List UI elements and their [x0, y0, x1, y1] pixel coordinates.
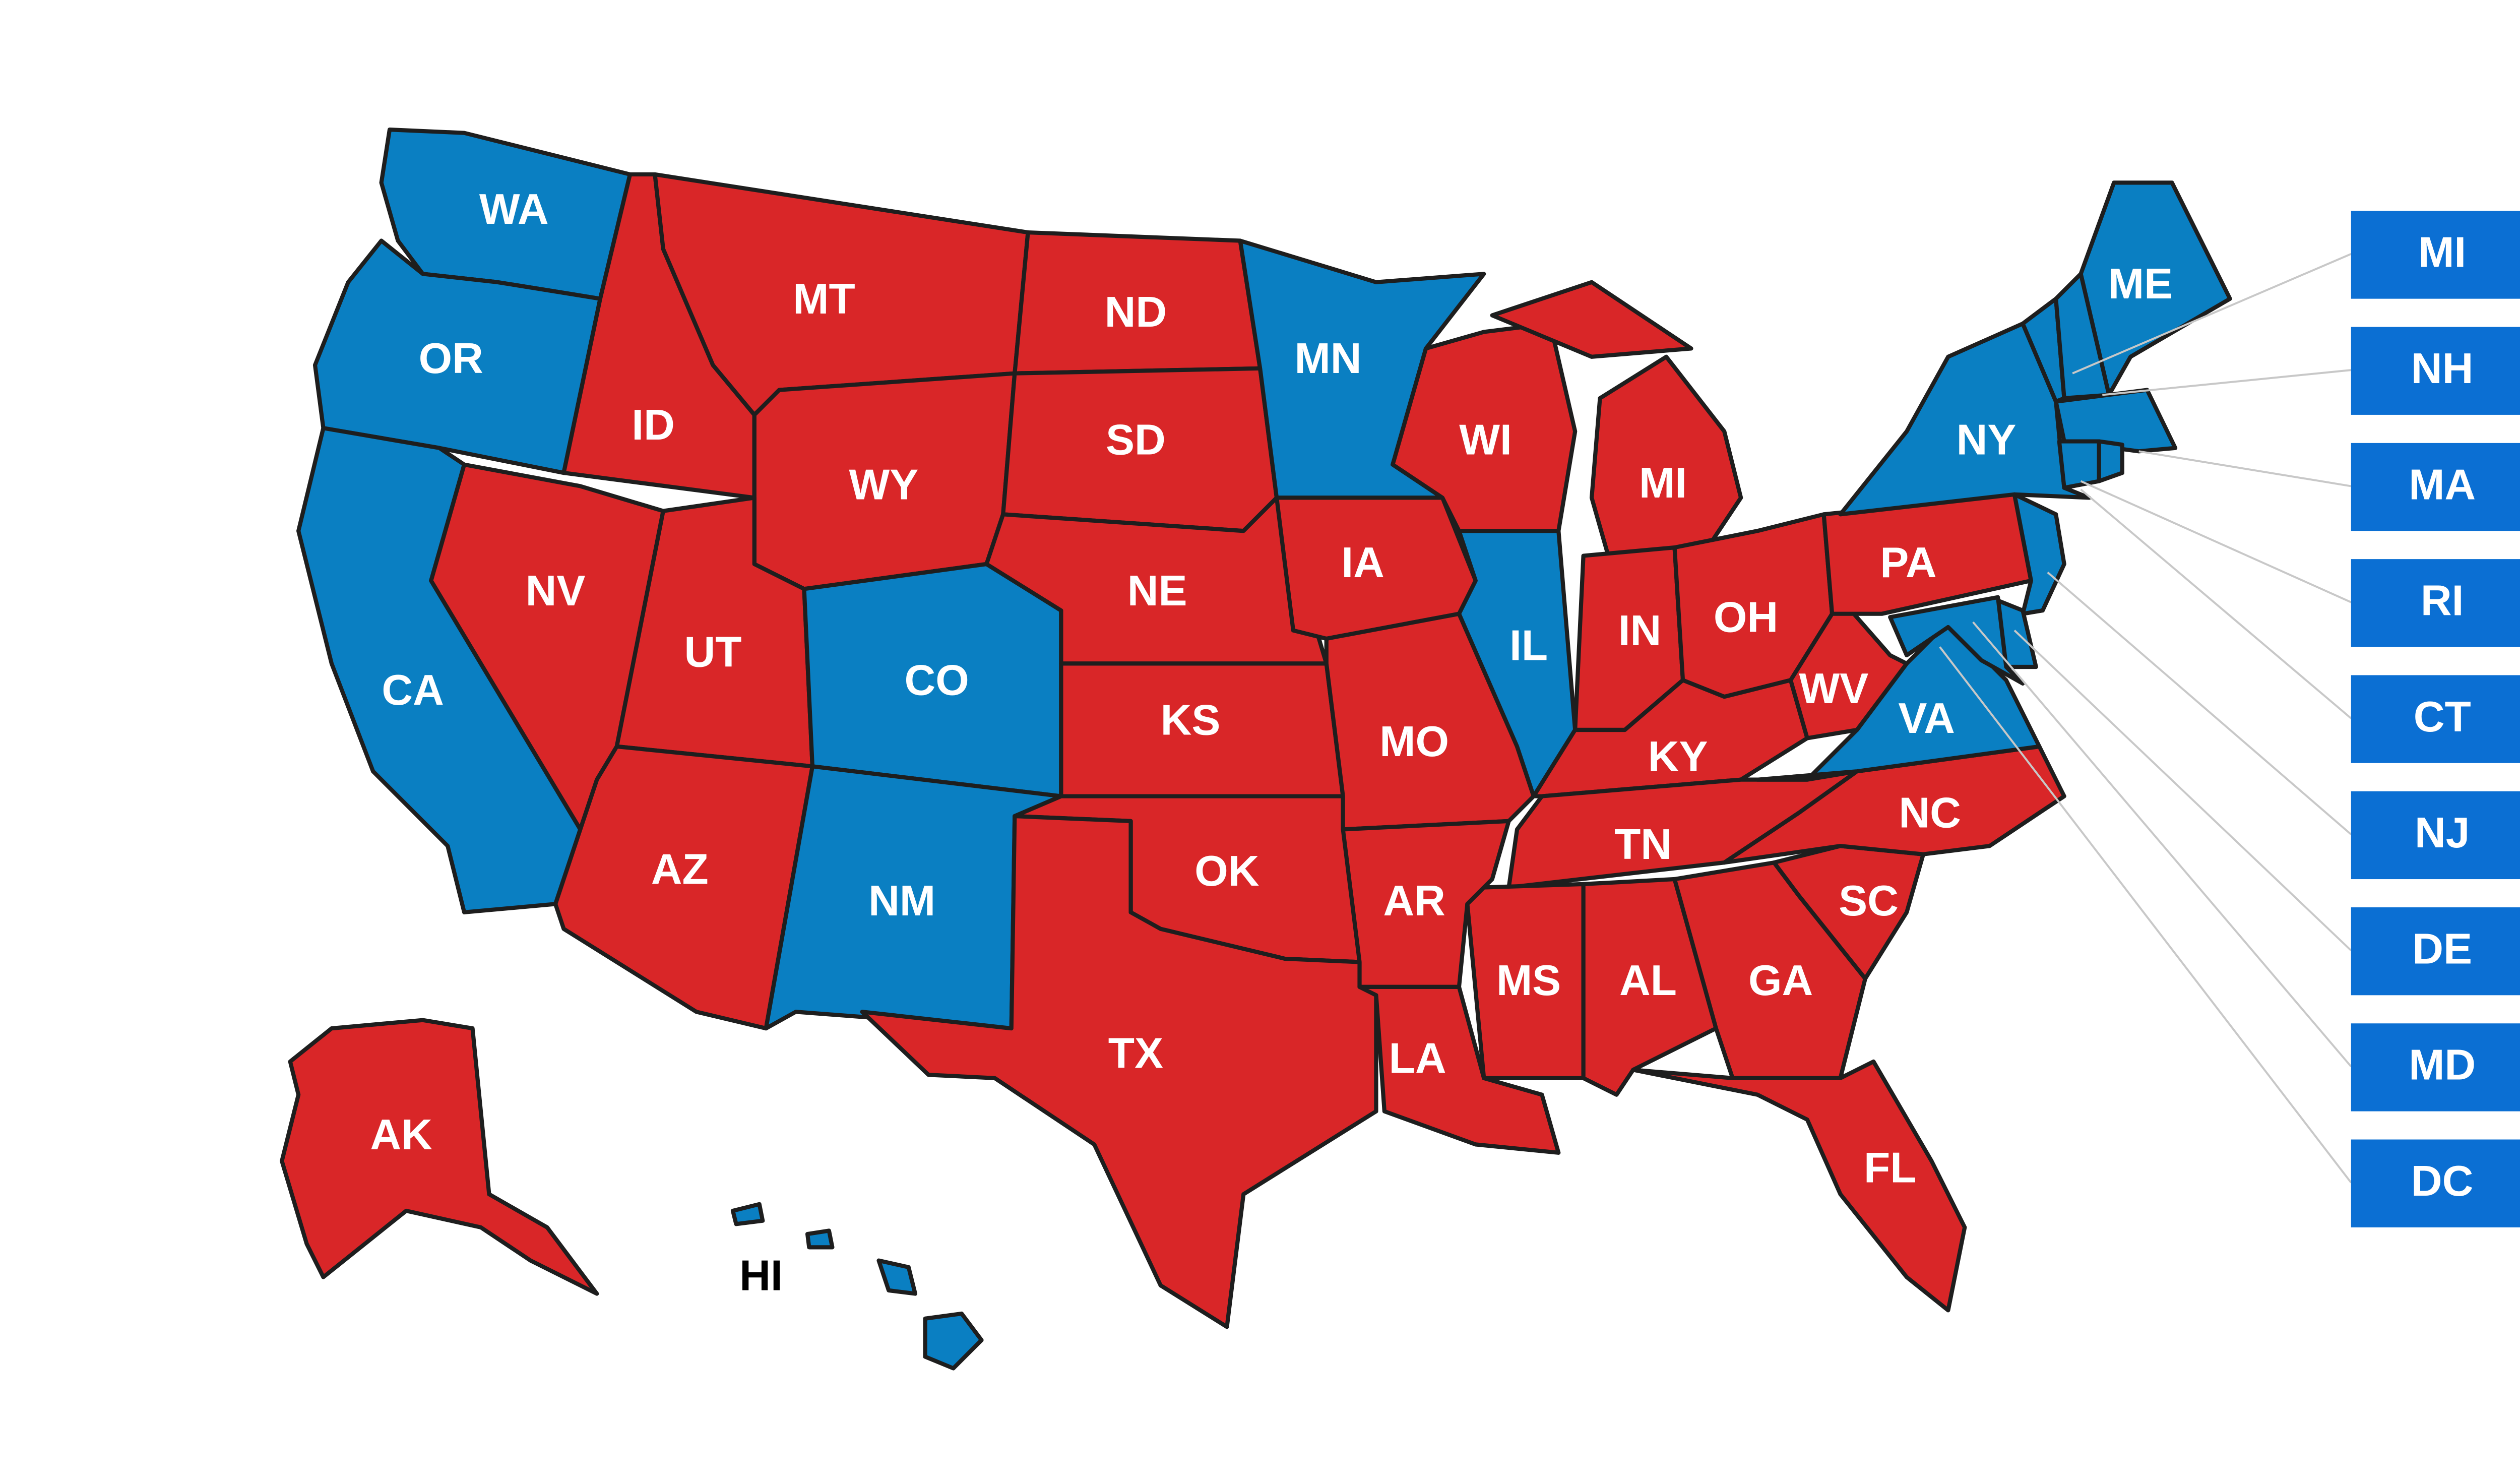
state-label: SD — [1106, 416, 1166, 464]
leader-line — [1939, 646, 2352, 1184]
callout-box — [2351, 443, 2520, 531]
state-shape — [1357, 984, 1561, 1155]
callout-box — [2351, 211, 2520, 299]
state-label: MS — [1496, 957, 1561, 1005]
state-label: NE — [1127, 567, 1187, 615]
callout-label: MI — [2418, 229, 2466, 277]
leader-line — [2102, 369, 2351, 396]
state-label: VA — [1898, 695, 1955, 743]
state-shape — [312, 238, 602, 475]
state-shape — [1490, 280, 1743, 558]
state-label: MI — [1639, 459, 1687, 507]
leader-line — [2013, 630, 2352, 951]
state-label: CA — [382, 666, 444, 714]
leader-line — [2080, 488, 2352, 719]
callout-box — [2351, 559, 2520, 647]
state-label: SC — [1839, 877, 1899, 925]
state-shape — [730, 1202, 984, 1371]
state-label: NV — [526, 567, 586, 615]
state-label: OK — [1194, 847, 1259, 895]
state-label: IL — [1509, 622, 1548, 669]
state-label: MT — [793, 275, 855, 323]
state-label: OH — [1714, 593, 1778, 641]
callout-box — [2351, 1139, 2520, 1227]
state-label: LA — [1389, 1035, 1446, 1083]
leader-line — [1972, 621, 2352, 1068]
state-label: FL — [1864, 1144, 1916, 1192]
callout-box — [2351, 675, 2520, 763]
state-label: AL — [1619, 957, 1677, 1005]
state-label: OR — [419, 335, 483, 383]
state-labels: WA OR CA NV ID MT WY UT AZ CO NM ND SD NE KS OK TX MN IA MO… — [370, 186, 2173, 1300]
state-label: WA — [479, 186, 549, 233]
state-label: KS — [1161, 696, 1221, 744]
callout-label: CT — [2414, 693, 2471, 741]
state-label: TX — [1108, 1030, 1163, 1078]
states — [280, 127, 2232, 1371]
state-shape — [1391, 321, 1578, 533]
state-label: GA — [1748, 957, 1813, 1005]
state-label: WY — [849, 461, 919, 509]
callouts: MI NH MA RI CT NJ DE MD DC — [1939, 211, 2520, 1227]
state-label: ID — [632, 401, 675, 449]
callout-box — [2351, 791, 2520, 880]
state-label: AZ — [651, 845, 709, 893]
callout-box — [2351, 1023, 2520, 1111]
state-label: CO — [905, 656, 969, 704]
state-shape — [860, 814, 1378, 1329]
state-label: ME — [2108, 260, 2173, 308]
state-shape — [296, 426, 583, 914]
state-label: IN — [1618, 607, 1662, 655]
callout-box — [2351, 327, 2520, 415]
state-label: HI — [739, 1252, 783, 1300]
state-shape — [280, 1018, 599, 1296]
state-label: NY — [1957, 416, 2017, 464]
state-label: MN — [1295, 335, 1362, 383]
state-label: UT — [684, 629, 742, 676]
callout-label: DC — [2411, 1157, 2474, 1205]
state-label: ND — [1105, 288, 1167, 336]
callout-label: NH — [2411, 345, 2474, 393]
state-label: MO — [1379, 718, 1449, 766]
callout-box — [2351, 907, 2520, 996]
state-label: AR — [1383, 877, 1445, 925]
state-label: TN — [1614, 821, 1672, 869]
state-shape — [2012, 492, 2066, 616]
state-label: IA — [1341, 539, 1384, 587]
state-shape — [1631, 1059, 1967, 1313]
state-label: WI — [1459, 416, 1511, 464]
state-label: PA — [1880, 539, 1936, 587]
callout-label: DE — [2412, 925, 2472, 973]
state-shape — [1888, 595, 2025, 686]
state-shape — [2097, 439, 2124, 483]
state-shape — [1457, 529, 1578, 798]
state-label: NC — [1899, 789, 1961, 837]
leader-line — [2047, 571, 2352, 835]
callout-label: MD — [2409, 1041, 2476, 1089]
leader-line — [2080, 480, 2352, 603]
callout-label: NJ — [2415, 809, 2470, 857]
small-states — [1888, 272, 2178, 686]
state-label: KY — [1648, 733, 1708, 781]
state-shape — [1341, 819, 1511, 989]
leader-line — [2138, 450, 2352, 487]
state-label: WV — [1799, 665, 1869, 713]
callout-label: MA — [2409, 461, 2476, 509]
state-label: NM — [868, 877, 935, 925]
state-label: AK — [370, 1111, 432, 1159]
state-shape — [2057, 439, 2101, 490]
state-shape — [1722, 744, 2066, 865]
leader-line — [2072, 253, 2352, 375]
callout-label: RI — [2421, 577, 2464, 625]
